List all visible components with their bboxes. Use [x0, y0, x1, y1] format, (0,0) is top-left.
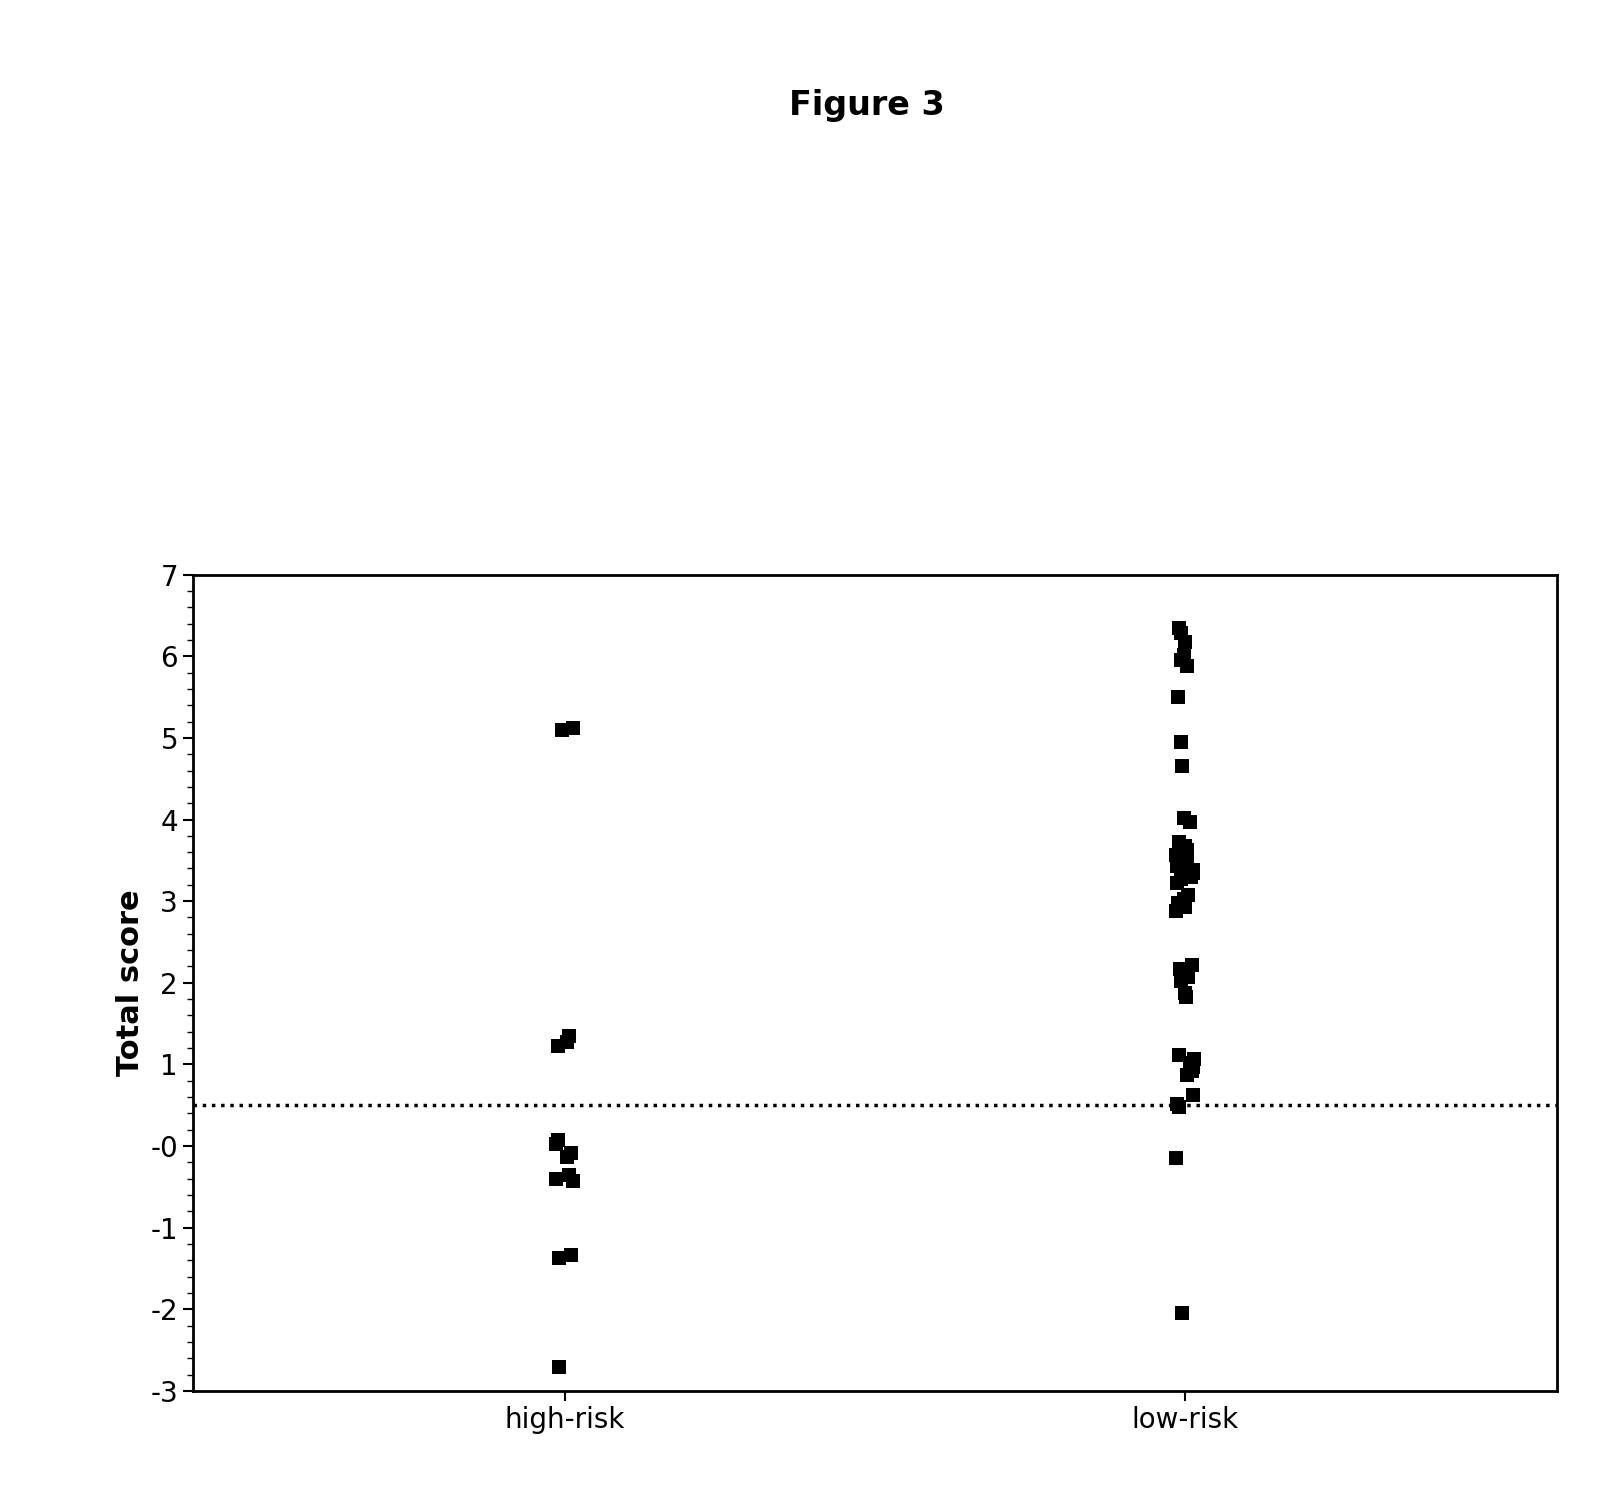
Point — [1168, 969, 1194, 993]
Point — [1178, 865, 1204, 889]
Point — [1165, 891, 1191, 915]
Point — [1167, 1095, 1193, 1119]
Point — [1165, 685, 1191, 709]
Point — [1173, 653, 1199, 677]
Point — [1167, 1043, 1193, 1067]
Point — [1168, 649, 1194, 673]
Point — [1180, 1084, 1205, 1108]
Point — [1170, 754, 1196, 779]
Point — [544, 1131, 570, 1155]
Point — [1180, 953, 1205, 977]
Point — [1168, 1302, 1194, 1326]
Point — [1164, 842, 1189, 866]
Y-axis label: Total score: Total score — [116, 889, 144, 1077]
Point — [1172, 981, 1197, 1005]
Point — [1173, 838, 1199, 862]
Point — [557, 1024, 583, 1048]
Point — [1170, 886, 1196, 910]
Point — [559, 1243, 584, 1267]
Point — [1180, 1055, 1205, 1080]
Point — [1164, 1146, 1189, 1170]
Point — [549, 718, 575, 742]
Point — [1165, 851, 1191, 875]
Point — [1168, 621, 1194, 646]
Point — [1167, 830, 1193, 854]
Point — [546, 1034, 571, 1058]
Point — [1164, 1092, 1189, 1116]
Point — [546, 1128, 571, 1152]
Point — [1181, 860, 1207, 885]
Point — [1164, 854, 1189, 878]
Point — [546, 1246, 571, 1270]
Point — [1176, 1051, 1202, 1075]
Point — [1175, 883, 1201, 907]
Point — [1175, 965, 1201, 989]
Point — [1173, 847, 1199, 871]
Point — [546, 1355, 571, 1379]
Point — [1167, 957, 1193, 981]
Point — [1172, 806, 1197, 830]
Point — [1172, 895, 1197, 919]
Point — [1181, 1046, 1207, 1070]
Point — [1172, 629, 1197, 653]
Point — [1180, 1058, 1205, 1083]
Point — [1172, 835, 1197, 859]
Point — [560, 717, 586, 741]
Point — [554, 1030, 579, 1054]
Point — [1173, 1063, 1199, 1087]
Point — [1167, 615, 1193, 640]
Point — [1168, 866, 1194, 891]
Point — [560, 1169, 586, 1193]
Point — [1180, 857, 1205, 881]
Point — [542, 1167, 568, 1191]
Point — [1168, 730, 1194, 754]
Text: Figure 3: Figure 3 — [788, 89, 945, 122]
Point — [555, 1163, 581, 1187]
Point — [1173, 984, 1199, 1009]
Point — [559, 1140, 584, 1164]
Point — [1170, 643, 1196, 667]
Point — [1164, 898, 1189, 922]
Point — [554, 1145, 579, 1169]
Point — [1176, 810, 1202, 835]
Point — [1165, 871, 1191, 895]
